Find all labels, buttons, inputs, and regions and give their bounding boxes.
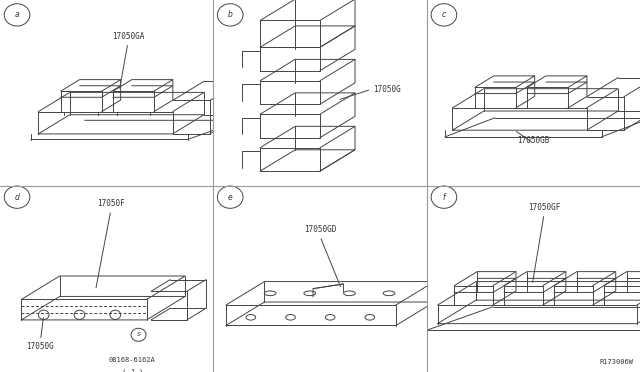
Text: f: f	[443, 193, 445, 202]
Text: e: e	[228, 193, 232, 202]
Text: 17050G: 17050G	[374, 85, 401, 94]
Text: 17050G: 17050G	[27, 342, 54, 351]
Text: 17050GD: 17050GD	[304, 225, 336, 234]
Text: S: S	[136, 332, 141, 337]
Text: c: c	[442, 10, 446, 19]
Text: b: b	[228, 10, 233, 19]
Text: ( J ): ( J )	[122, 368, 143, 372]
Text: 17050GF: 17050GF	[528, 203, 560, 212]
Text: R173006W: R173006W	[600, 359, 634, 365]
Text: 17050GB: 17050GB	[517, 136, 550, 145]
Text: 17050F: 17050F	[97, 199, 125, 208]
Text: d: d	[15, 193, 19, 202]
Text: 08168-6162A: 08168-6162A	[109, 357, 156, 363]
Text: 17050GA: 17050GA	[112, 32, 144, 41]
Text: a: a	[15, 10, 19, 19]
